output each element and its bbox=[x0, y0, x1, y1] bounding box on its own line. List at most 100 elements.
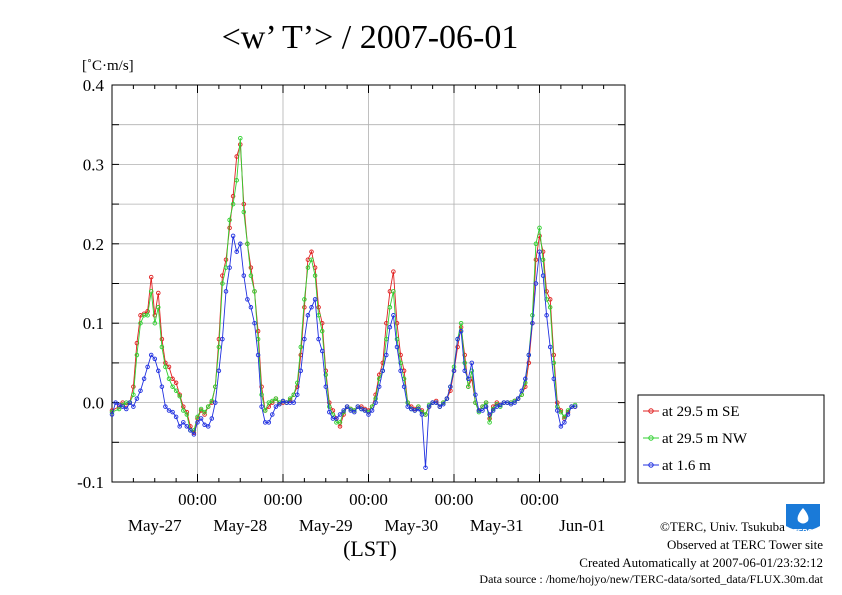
data-point bbox=[344, 404, 350, 409]
data-point bbox=[409, 406, 414, 412]
data-point bbox=[305, 313, 311, 318]
data-point bbox=[138, 388, 143, 393]
data-point bbox=[391, 313, 396, 318]
data-point bbox=[494, 404, 500, 409]
data-point bbox=[156, 368, 161, 374]
y-tick-label: 0.4 bbox=[83, 76, 105, 95]
data-point bbox=[323, 384, 329, 389]
data-point bbox=[398, 368, 403, 374]
data-point bbox=[213, 400, 218, 405]
data-point bbox=[455, 336, 460, 342]
data-point bbox=[277, 401, 282, 407]
data-point bbox=[458, 328, 464, 334]
data-point bbox=[238, 135, 243, 141]
data-point bbox=[483, 404, 489, 409]
data-point bbox=[248, 305, 254, 310]
data-point bbox=[309, 305, 314, 310]
data-point bbox=[398, 352, 403, 358]
data-point bbox=[558, 424, 564, 429]
data-point bbox=[433, 400, 439, 405]
data-point bbox=[426, 404, 432, 409]
y-axis-ticks: -0.1 0.0 0.1 0.2 0.3 0.4 bbox=[77, 76, 625, 492]
data-point bbox=[394, 344, 400, 350]
data-point bbox=[437, 404, 443, 409]
data-point bbox=[159, 344, 165, 350]
data-point bbox=[533, 281, 539, 286]
data-point bbox=[380, 368, 386, 374]
data-point bbox=[473, 392, 478, 397]
series-line bbox=[111, 138, 576, 431]
data-point bbox=[234, 249, 239, 254]
data-point bbox=[184, 412, 190, 417]
data-point bbox=[487, 420, 492, 425]
data-point bbox=[238, 241, 243, 247]
x-tick-label: 00:00 bbox=[178, 490, 217, 509]
data-point bbox=[202, 422, 207, 428]
data-point bbox=[188, 428, 193, 433]
data-point bbox=[148, 289, 154, 294]
data-point bbox=[262, 408, 268, 413]
data-point bbox=[205, 404, 211, 409]
data-point bbox=[248, 265, 254, 270]
data-point bbox=[505, 400, 510, 405]
data-point bbox=[173, 388, 179, 393]
data-point bbox=[270, 412, 275, 417]
data-point bbox=[152, 320, 158, 326]
data-point bbox=[273, 396, 279, 401]
data-point bbox=[455, 344, 460, 350]
data-point bbox=[181, 420, 186, 425]
data-point bbox=[555, 408, 560, 413]
y-tick-label: -0.1 bbox=[77, 473, 104, 492]
data-point bbox=[134, 352, 140, 358]
data-point bbox=[530, 313, 535, 318]
legend-label: at 29.5 m NW bbox=[662, 431, 748, 447]
series-line bbox=[111, 144, 576, 435]
data-point bbox=[141, 376, 147, 382]
data-point bbox=[148, 274, 154, 280]
data-point bbox=[419, 412, 425, 417]
data-point bbox=[131, 404, 136, 409]
data-point bbox=[498, 402, 503, 408]
data-point bbox=[245, 297, 250, 302]
data-point bbox=[266, 400, 272, 405]
data-point bbox=[533, 257, 539, 262]
data-point bbox=[547, 305, 553, 310]
data-point bbox=[170, 384, 175, 389]
data-point bbox=[412, 408, 418, 413]
data-point bbox=[401, 384, 407, 389]
data-point bbox=[245, 241, 250, 247]
y-tick-label: 0.2 bbox=[83, 235, 104, 254]
data-point bbox=[394, 320, 400, 326]
data-point bbox=[230, 193, 236, 199]
data-point bbox=[523, 376, 528, 382]
data-point bbox=[348, 408, 353, 413]
data-point bbox=[444, 396, 450, 401]
data-point bbox=[191, 432, 197, 437]
data-point bbox=[148, 352, 154, 358]
data-point bbox=[255, 352, 261, 358]
data-point bbox=[515, 396, 521, 401]
chart-title: <w’ T’> / 2007-06-01 bbox=[222, 19, 519, 56]
data-point bbox=[469, 360, 475, 366]
data-point bbox=[562, 420, 567, 425]
series-line bbox=[111, 235, 576, 468]
source-text: Data source : /home/hojyo/new/TERC-data/… bbox=[479, 572, 823, 586]
data-point bbox=[266, 420, 272, 425]
data-point bbox=[416, 406, 421, 412]
data-point bbox=[480, 408, 485, 413]
data-point bbox=[416, 404, 421, 409]
data-point bbox=[490, 408, 496, 413]
series-2 bbox=[109, 233, 578, 470]
data-point bbox=[551, 376, 557, 382]
series-0 bbox=[109, 142, 578, 436]
data-point bbox=[159, 336, 165, 342]
data-point bbox=[230, 233, 236, 239]
data-point bbox=[572, 404, 578, 409]
data-point bbox=[391, 269, 396, 274]
data-point bbox=[298, 368, 304, 374]
data-point bbox=[533, 241, 539, 247]
data-point bbox=[259, 404, 264, 409]
data-point bbox=[298, 344, 304, 350]
data-point bbox=[540, 257, 546, 262]
legend: at 29.5 m SE at 29.5 m NW at 1.6 m bbox=[637, 394, 825, 484]
